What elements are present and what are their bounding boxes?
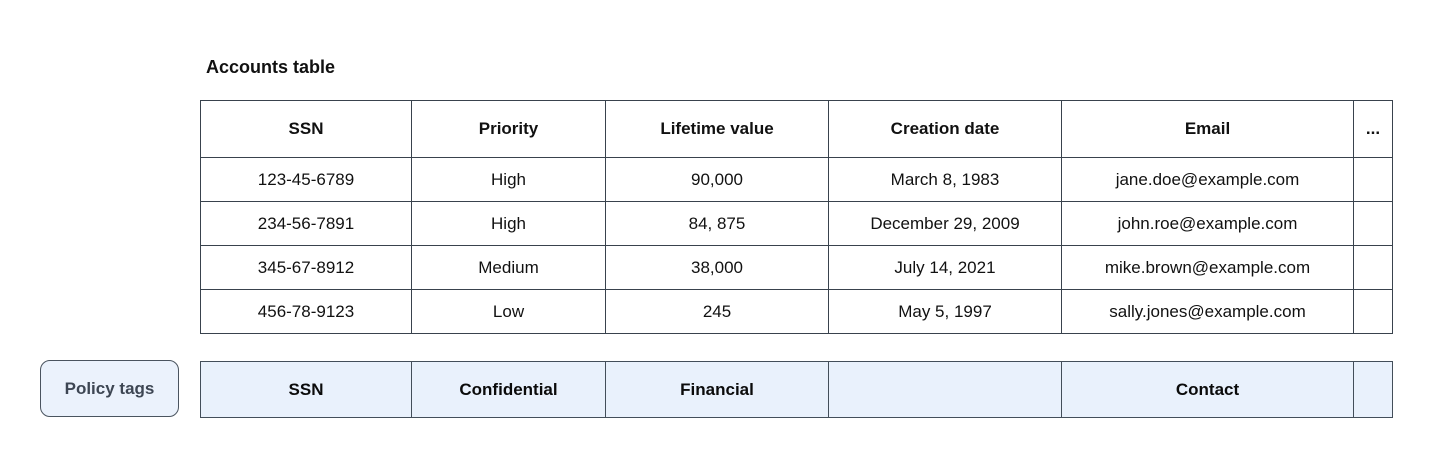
column-header-creation-date: Creation date [828, 100, 1062, 158]
cell-more [1353, 157, 1393, 202]
cell-email: john.roe@example.com [1061, 201, 1354, 246]
table-row: 123-45-6789 High 90,000 March 8, 1983 ja… [200, 157, 1393, 202]
table-title: Accounts table [206, 57, 336, 77]
cell-more [1353, 289, 1393, 334]
cell-more [1353, 201, 1393, 246]
cell-email: mike.brown@example.com [1061, 245, 1354, 290]
cell-ssn: 234-56-7891 [200, 201, 412, 246]
column-header-priority: Priority [411, 100, 606, 158]
policy-tag-contact: Contact [1061, 361, 1354, 418]
cell-ssn: 456-78-9123 [200, 289, 412, 334]
column-header-more: ... [1353, 100, 1393, 158]
policy-tag-confidential: Confidential [411, 361, 606, 418]
cell-creation-date: May 5, 1997 [828, 289, 1062, 334]
table-row: 234-56-7891 High 84, 875 December 29, 20… [200, 201, 1393, 246]
cell-ssn: 123-45-6789 [200, 157, 412, 202]
cell-lifetime-value: 245 [605, 289, 829, 334]
accounts-header-row: SSN Priority Lifetime value Creation dat… [200, 100, 1393, 158]
policy-tags-row: SSN Confidential Financial Contact [200, 361, 1393, 418]
cell-email: jane.doe@example.com [1061, 157, 1354, 202]
cell-more [1353, 245, 1393, 290]
policy-tags-button[interactable]: Policy tags [40, 360, 179, 417]
cell-priority: High [411, 201, 606, 246]
column-header-email: Email [1061, 100, 1354, 158]
cell-lifetime-value: 84, 875 [605, 201, 829, 246]
table-row: 456-78-9123 Low 245 May 5, 1997 sally.jo… [200, 289, 1393, 334]
policy-tag-financial: Financial [605, 361, 829, 418]
cell-ssn: 345-67-8912 [200, 245, 412, 290]
policy-row: SSN Confidential Financial Contact [200, 361, 1393, 418]
accounts-table: SSN Priority Lifetime value Creation dat… [200, 100, 1393, 334]
table-row: 345-67-8912 Medium 38,000 July 14, 2021 … [200, 245, 1393, 290]
cell-priority: Low [411, 289, 606, 334]
cell-lifetime-value: 90,000 [605, 157, 829, 202]
cell-creation-date: July 14, 2021 [828, 245, 1062, 290]
policy-tag-empty [828, 361, 1062, 418]
cell-creation-date: December 29, 2009 [828, 201, 1062, 246]
policy-tag-empty-last [1353, 361, 1393, 418]
column-header-lifetime-value: Lifetime value [605, 100, 829, 158]
cell-lifetime-value: 38,000 [605, 245, 829, 290]
cell-priority: High [411, 157, 606, 202]
column-header-ssn: SSN [200, 100, 412, 158]
cell-email: sally.jones@example.com [1061, 289, 1354, 334]
policy-tag-ssn: SSN [200, 361, 412, 418]
cell-priority: Medium [411, 245, 606, 290]
cell-creation-date: March 8, 1983 [828, 157, 1062, 202]
